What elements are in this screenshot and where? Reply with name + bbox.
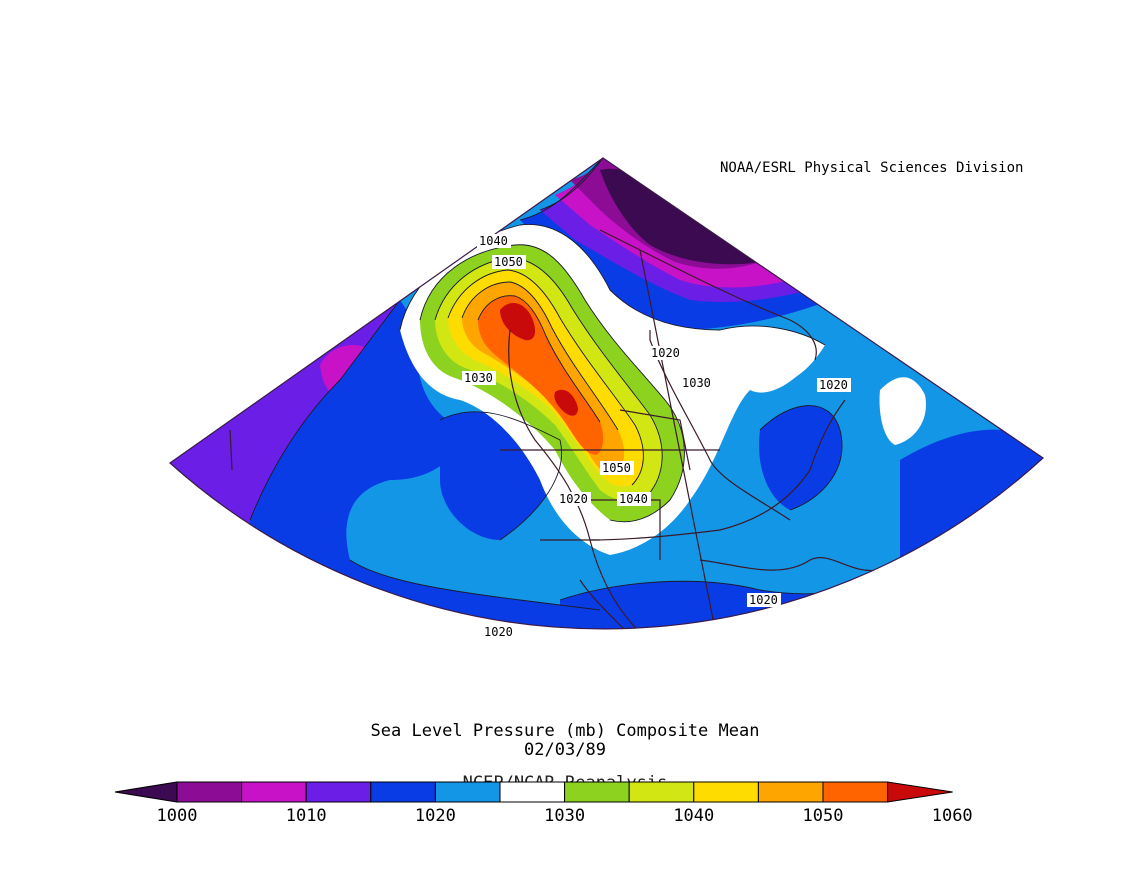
colorbar-label: 1040 xyxy=(673,806,714,826)
region-below-1005 xyxy=(600,168,760,265)
svg-text:1050: 1050 xyxy=(494,255,523,269)
colorbar-box xyxy=(693,781,759,803)
region-1015-1020-east xyxy=(759,405,842,510)
contour-label: 1020 xyxy=(557,492,591,506)
svg-text:1040: 1040 xyxy=(619,492,648,506)
region-above-1060-north xyxy=(500,303,536,341)
colorbar-box xyxy=(499,781,566,803)
colorbar-box xyxy=(434,781,501,803)
colorbar: 1000 1010 1020 1030 1040 1050 1060 xyxy=(114,781,973,826)
title-line-1: Sea Level Pressure (mb) Composite Mean xyxy=(370,721,760,741)
contour-label: 1020 xyxy=(482,625,516,639)
colorbar-box xyxy=(241,781,307,803)
colorbar-box xyxy=(564,781,630,803)
colorbar-box xyxy=(176,781,243,803)
svg-text:1020: 1020 xyxy=(819,378,848,392)
svg-text:1030: 1030 xyxy=(464,371,493,385)
svg-text:1030: 1030 xyxy=(682,376,711,390)
title-line-2: 02/03/89 xyxy=(524,740,606,760)
colorbar-box xyxy=(628,781,695,803)
svg-text:1020: 1020 xyxy=(484,625,513,639)
contour-label: 1050 xyxy=(600,461,634,475)
map-boundary xyxy=(169,157,1044,630)
svg-text:1020: 1020 xyxy=(651,346,680,360)
colorbar-box xyxy=(757,781,824,803)
svg-text:1020: 1020 xyxy=(559,492,588,506)
colorbar-label: 1000 xyxy=(157,806,198,826)
colorbar-box xyxy=(822,781,889,803)
contour-label: 1040 xyxy=(477,234,511,248)
contour-label: 1050 xyxy=(492,255,526,269)
colorbar-arrow-low xyxy=(114,781,178,803)
colorbar-arrow-high xyxy=(887,781,953,803)
colorbar-label: 1050 xyxy=(803,806,844,826)
contour-label-group: 1040 1050 1030 1020 1030 1020 1050 1020 … xyxy=(462,234,851,639)
map-title: Sea Level Pressure (mb) Composite Mean 0… xyxy=(0,722,1130,760)
contour-label: 1030 xyxy=(462,371,496,385)
colorbar-label: 1020 xyxy=(415,806,456,826)
colorbar-label: 1010 xyxy=(286,806,327,826)
contour-label: 1020 xyxy=(817,378,851,392)
colorbar-box xyxy=(305,781,372,803)
colorbar-label: 1030 xyxy=(544,806,585,826)
region-above-1060-south xyxy=(554,389,578,416)
contour-label: 1030 xyxy=(680,376,714,390)
contour-label: 1020 xyxy=(649,346,683,360)
colorbar-box xyxy=(370,781,436,803)
colorbar-label: 1060 xyxy=(932,806,973,826)
credit-text: NOAA/ESRL Physical Sciences Division xyxy=(720,160,1024,176)
coastlines xyxy=(229,229,881,629)
svg-text:1020: 1020 xyxy=(749,593,778,607)
filled-contours xyxy=(170,158,1043,629)
svg-text:1040: 1040 xyxy=(479,234,508,248)
contour-label: 1040 xyxy=(617,492,651,506)
svg-text:1050: 1050 xyxy=(602,461,631,475)
contour-label: 1020 xyxy=(747,593,781,607)
